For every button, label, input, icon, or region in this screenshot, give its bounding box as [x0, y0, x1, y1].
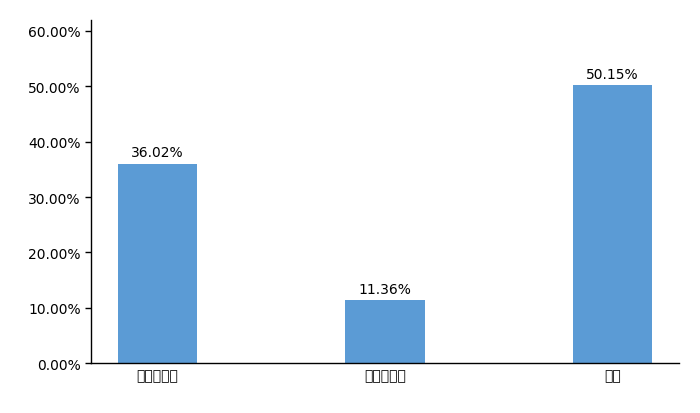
Bar: [345, 301, 425, 363]
Text: 36.02%: 36.02%: [131, 146, 184, 160]
Text: 50.15%: 50.15%: [586, 68, 639, 82]
Text: 11.36%: 11.36%: [358, 282, 412, 296]
Bar: [118, 164, 197, 363]
Bar: [573, 86, 652, 363]
